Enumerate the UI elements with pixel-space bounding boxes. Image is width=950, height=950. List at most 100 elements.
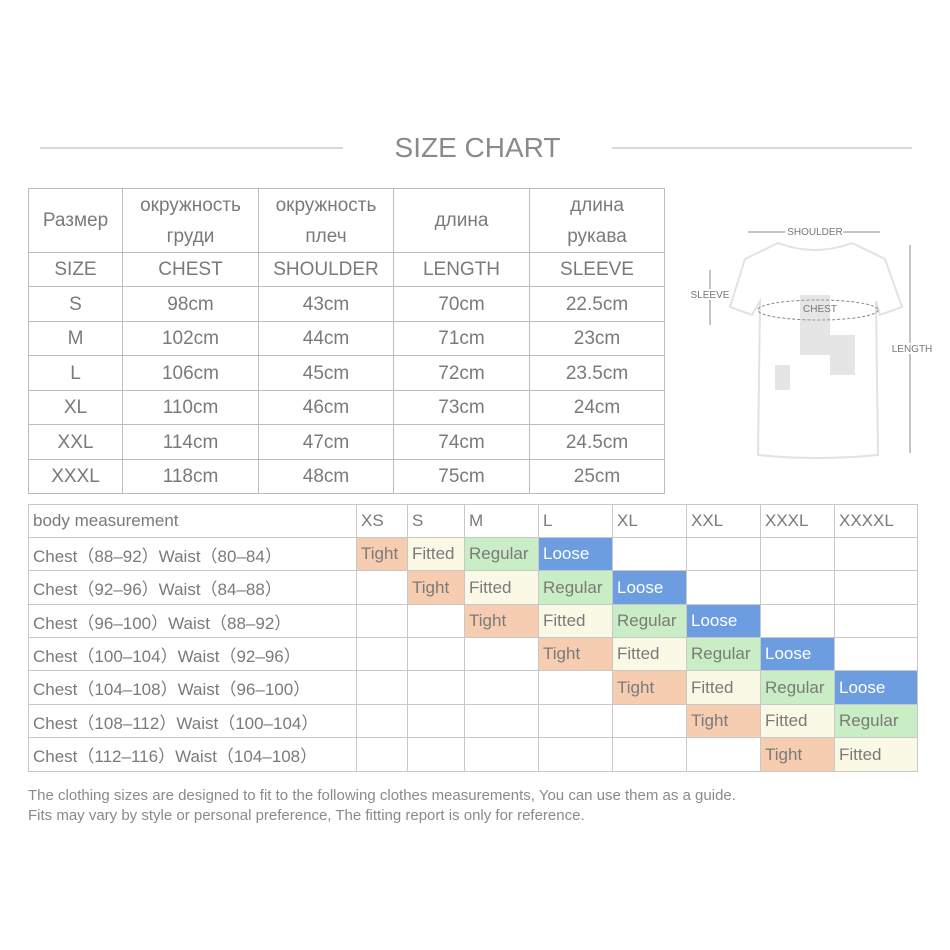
title: SIZE CHART xyxy=(394,132,561,163)
empty-cell xyxy=(356,570,408,605)
header-cell: M xyxy=(464,504,539,538)
empty-cell xyxy=(760,570,835,605)
fit-cell: Fitted xyxy=(464,570,539,605)
fit-cell: Regular xyxy=(538,570,613,605)
cell-text: SIZE xyxy=(54,259,97,280)
header-cell: SLEEVE xyxy=(529,252,665,287)
header-cell: S xyxy=(407,504,465,538)
empty-cell xyxy=(612,537,687,571)
cell: XXXL xyxy=(28,459,123,494)
cell-text: 102cm xyxy=(161,328,220,349)
cell: 98cm xyxy=(122,286,259,322)
cell-text: 98cm xyxy=(167,293,214,315)
cell-text: 106cm xyxy=(161,362,220,384)
empty-cell xyxy=(538,670,613,705)
cell-text: S xyxy=(69,293,82,315)
header-cell: XL xyxy=(612,504,687,538)
cell: 102cm xyxy=(122,321,259,356)
cell-text: L xyxy=(70,362,81,384)
row-label: Chest（92–96）Waist（84–88） xyxy=(28,570,357,605)
empty-cell xyxy=(464,704,539,738)
cell: 48cm xyxy=(258,459,394,494)
empty-cell xyxy=(686,537,761,571)
empty-cell xyxy=(834,637,918,671)
fit-cell: Fitted xyxy=(834,737,918,772)
cell: 23.5cm xyxy=(529,355,665,391)
fit-cell: Tight xyxy=(760,737,835,772)
row-label: Chest（104–108）Waist（96–100） xyxy=(28,670,357,705)
print xyxy=(775,295,855,390)
empty-cell xyxy=(356,670,408,705)
cell: 47cm xyxy=(258,424,394,460)
fit-cell: Fitted xyxy=(538,604,613,638)
fit-cell: Tight xyxy=(538,637,613,671)
empty-cell xyxy=(356,737,408,772)
rule xyxy=(612,147,912,149)
fit-cell: Regular xyxy=(612,604,687,638)
fit-cell: Loose xyxy=(612,570,687,605)
fit-cell: Tight xyxy=(686,704,761,738)
label: SHOULDER xyxy=(787,227,843,238)
empty-cell xyxy=(464,637,539,671)
cell-text: 48cm xyxy=(302,466,350,487)
header-cell: L xyxy=(538,504,613,538)
cell-text: XXL xyxy=(57,431,94,453)
cell: 75cm xyxy=(393,459,530,494)
empty-cell xyxy=(834,570,918,605)
cell-text: окружность груди xyxy=(140,194,241,247)
empty-cell xyxy=(464,670,539,705)
fit-cell: Tight xyxy=(612,670,687,705)
header-cell: SHOULDER xyxy=(258,252,394,287)
cell-text: M xyxy=(67,328,84,349)
empty-cell xyxy=(834,537,918,571)
header-cell: CHEST xyxy=(122,252,259,287)
empty-cell xyxy=(760,604,835,638)
cell-text: 47cm xyxy=(302,431,350,453)
cell-text: 72cm xyxy=(438,362,485,384)
empty-cell xyxy=(356,637,408,671)
header-cell: окружность груди xyxy=(122,188,259,253)
empty-cell xyxy=(407,670,465,705)
diagram: SHOULDER SLEEVE CHEST LENGTH xyxy=(689,225,934,459)
header-cell: XXXL xyxy=(760,504,835,538)
cell: 43cm xyxy=(258,286,394,322)
cell: XL xyxy=(28,390,123,425)
cell: M xyxy=(28,321,123,356)
cell: 106cm xyxy=(122,355,259,391)
cell-text: SLEEVE xyxy=(560,259,634,280)
cell-text: 75cm xyxy=(438,466,485,487)
title-bar: SIZE CHART xyxy=(0,130,950,166)
cell: 110cm xyxy=(122,390,259,425)
empty-cell xyxy=(356,704,408,738)
cell-text: 71cm xyxy=(438,328,485,349)
cell-text: окружность плеч xyxy=(275,194,377,247)
cell-text: 24cm xyxy=(573,397,621,418)
row-label: Chest（88–92）Waist（80–84） xyxy=(28,537,357,571)
empty-cell xyxy=(538,704,613,738)
row-label: Chest（96–100）Waist（88–92） xyxy=(28,604,357,638)
cell: 71cm xyxy=(393,321,530,356)
cell: 23cm xyxy=(529,321,665,356)
cell: 114cm xyxy=(122,424,259,460)
row-label: Chest（112–116）Waist（104–108） xyxy=(28,737,357,772)
cell: 72cm xyxy=(393,355,530,391)
header-cell: XXL xyxy=(686,504,761,538)
fit-cell: Loose xyxy=(686,604,761,638)
cell: 73cm xyxy=(393,390,530,425)
cell-text: 118cm xyxy=(162,466,219,487)
header-cell: длина рукава xyxy=(529,188,665,253)
fit-cell: Tight xyxy=(464,604,539,638)
label: SLEEVE xyxy=(691,290,730,301)
cell: 74cm xyxy=(393,424,530,460)
cell: XXL xyxy=(28,424,123,460)
cell: 118cm xyxy=(122,459,259,494)
cell-text: длина рукава xyxy=(567,194,627,247)
cell-text: 25cm xyxy=(573,466,621,487)
cell-text: 110cm xyxy=(162,397,219,418)
empty-cell xyxy=(407,637,465,671)
header-cell: XXXXL xyxy=(834,504,918,538)
empty-cell xyxy=(760,537,835,571)
empty-cell xyxy=(686,570,761,605)
note: Fits may vary by style or personal prefe… xyxy=(28,807,585,824)
